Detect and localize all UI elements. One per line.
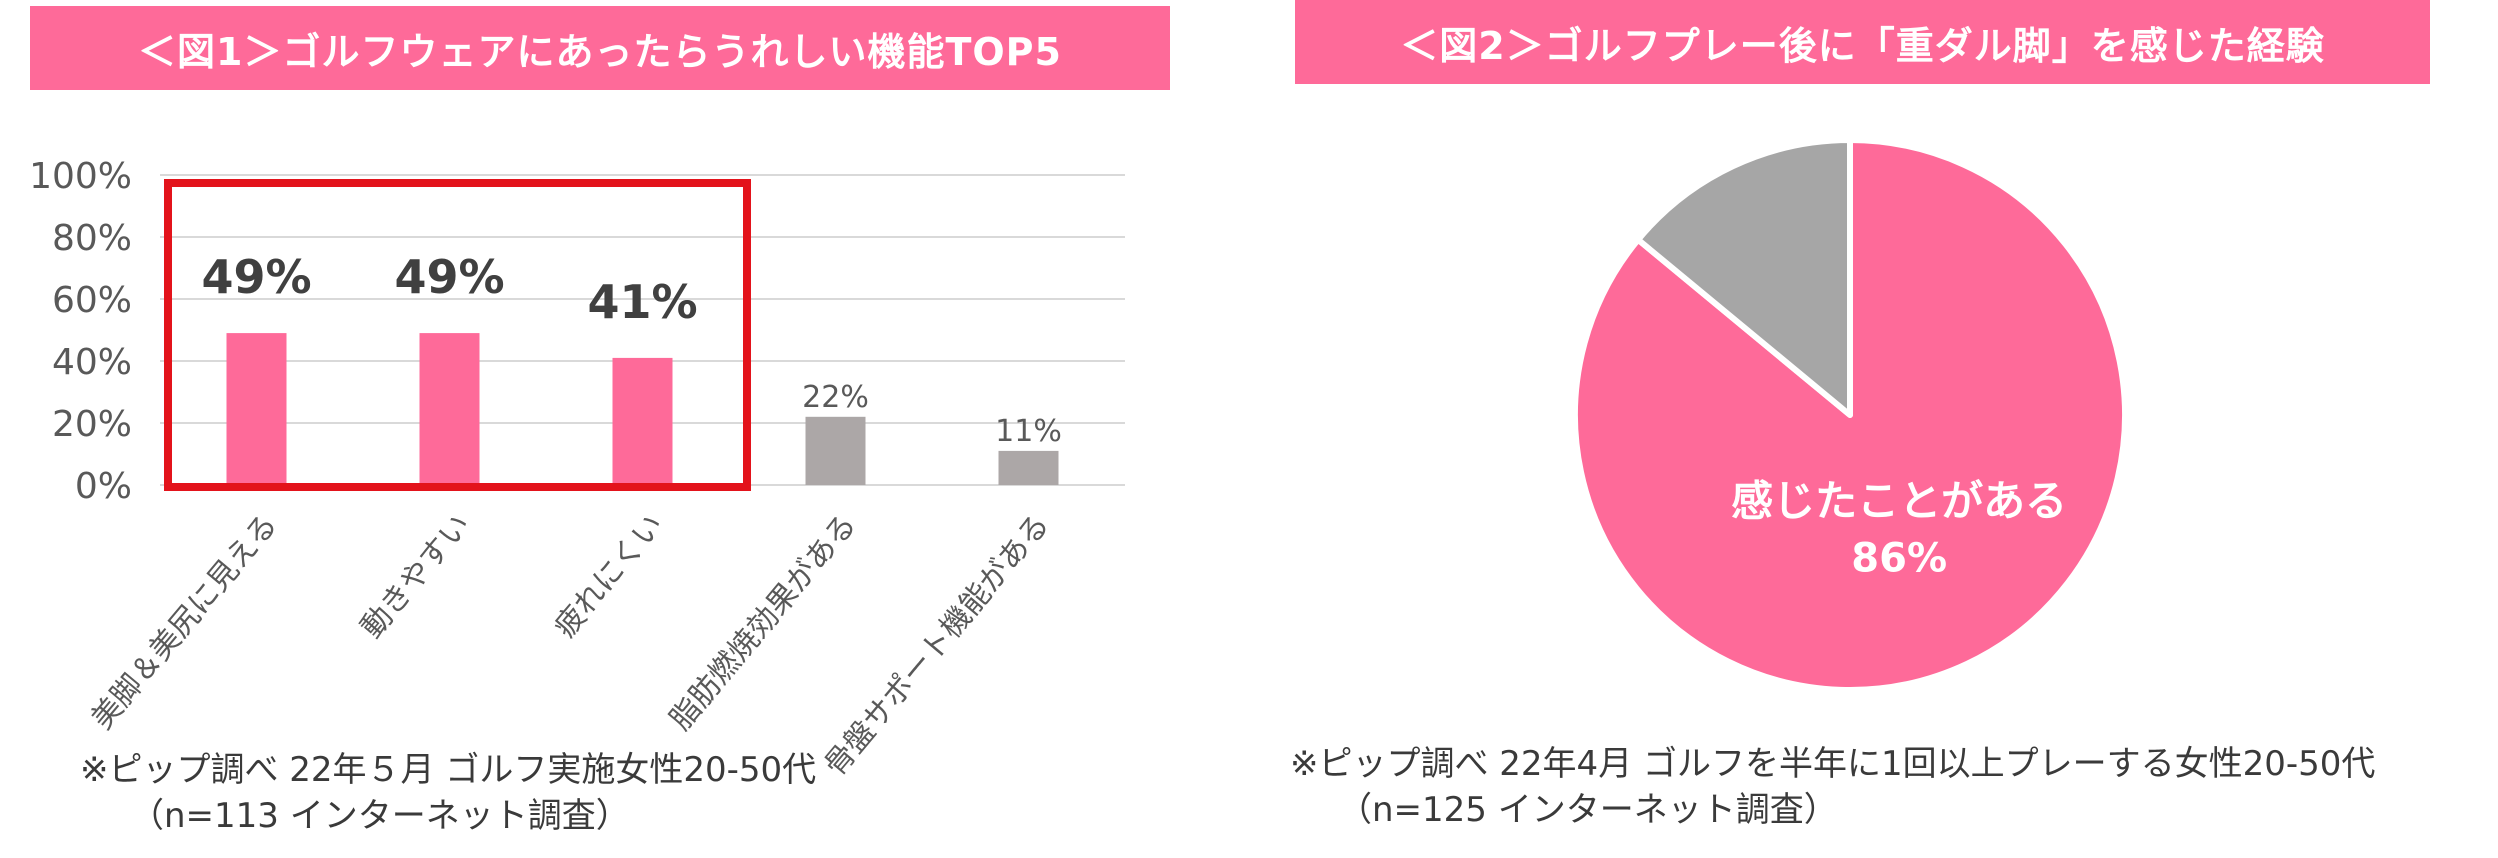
y-tick-label: 0%	[75, 466, 132, 507]
bar-value-label: 41%	[587, 275, 697, 329]
pie-chart: 感じたことがある 86%	[1572, 137, 2128, 693]
x-tick-label: 美脚＆美尻に見える	[85, 508, 285, 737]
y-tick-label: 20%	[52, 404, 132, 445]
pie-slice	[1635, 137, 1853, 418]
highlight-box	[164, 179, 751, 491]
x-tick-label: 疲れにくい	[548, 508, 671, 645]
chart1-sample-note: （n=113 インターネット調査）	[130, 796, 630, 836]
bar	[998, 450, 1059, 485]
chart1-title: ＜図1＞ゴルフウェアにあったらうれしい機能TOP5	[30, 6, 1170, 90]
pie-slice-label: 感じたことがある	[1731, 477, 2067, 526]
x-tick-label: 骨盤サポート機能がある	[818, 508, 1057, 783]
bar-chart: 0% 20% 40% 60% 80% 100% 49% 美脚＆美尻に見える 49% 動きやすい 41…	[29, 156, 1125, 783]
bar-value-label: 49%	[394, 250, 504, 304]
chart2-source-note: ※ピップ調べ 22年4月 ゴルフを半年に1回以上プレーする女性20-50代	[1290, 744, 2376, 784]
bar	[805, 416, 866, 485]
chart1-source-note: ※ピップ調べ 22年５月 ゴルフ実施女性20-50代	[80, 750, 817, 790]
bar-value-label: 22%	[802, 380, 869, 415]
chart2-title: ＜図2＞ゴルフプレー後に「重ダル脚」を感じた経験	[1295, 0, 2430, 84]
chart2-sample-note: （n=125 インターネット調査）	[1338, 790, 1838, 830]
bar-value-label: 11%	[995, 414, 1062, 449]
x-tick-label: 脂肪燃焼効果がある	[663, 508, 863, 737]
y-tick-label: 100%	[29, 156, 132, 197]
y-tick-label: 40%	[52, 342, 132, 383]
y-tick-label: 80%	[52, 218, 132, 259]
y-tick-label: 60%	[52, 280, 132, 321]
bar	[419, 333, 480, 485]
bar	[612, 357, 673, 485]
bar-value-label: 49%	[201, 250, 311, 304]
x-tick-label: 動きやすい	[354, 508, 477, 645]
bar	[226, 333, 287, 485]
pie-value-label: 86%	[1851, 536, 1947, 582]
